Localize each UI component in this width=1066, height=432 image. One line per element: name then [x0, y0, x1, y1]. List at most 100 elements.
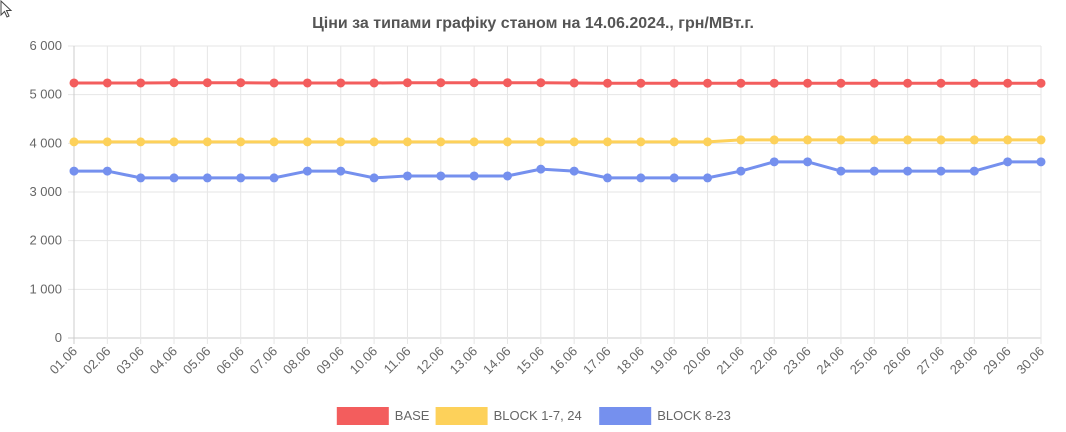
data-point[interactable] — [436, 171, 446, 181]
data-point[interactable] — [469, 171, 479, 181]
data-point[interactable] — [69, 78, 79, 88]
data-point[interactable] — [202, 137, 212, 147]
legend-label: BLOCK 1-7, 24 — [494, 408, 582, 423]
series-block-8-23 — [69, 157, 1046, 183]
data-point[interactable] — [402, 137, 412, 147]
data-point[interactable] — [736, 135, 746, 145]
data-point[interactable] — [369, 173, 379, 183]
data-point[interactable] — [636, 137, 646, 147]
data-point[interactable] — [736, 78, 746, 88]
data-point[interactable] — [102, 166, 112, 176]
data-point[interactable] — [169, 78, 179, 88]
data-point[interactable] — [969, 78, 979, 88]
data-point[interactable] — [703, 173, 713, 183]
data-point[interactable] — [369, 137, 379, 147]
data-point[interactable] — [569, 137, 579, 147]
data-point[interactable] — [736, 166, 746, 176]
data-point[interactable] — [569, 166, 579, 176]
data-point[interactable] — [803, 78, 813, 88]
data-point[interactable] — [469, 78, 479, 88]
data-point[interactable] — [536, 78, 546, 88]
data-point[interactable] — [803, 157, 813, 167]
data-point[interactable] — [302, 166, 312, 176]
data-point[interactable] — [502, 137, 512, 147]
data-point[interactable] — [903, 135, 913, 145]
data-point[interactable] — [69, 166, 79, 176]
data-point[interactable] — [636, 78, 646, 88]
data-point[interactable] — [769, 78, 779, 88]
data-point[interactable] — [202, 173, 212, 183]
data-point[interactable] — [69, 137, 79, 147]
data-point[interactable] — [903, 166, 913, 176]
data-point[interactable] — [102, 78, 112, 88]
data-point[interactable] — [336, 78, 346, 88]
data-point[interactable] — [336, 137, 346, 147]
data-point[interactable] — [436, 78, 446, 88]
data-point[interactable] — [703, 78, 713, 88]
legend-item[interactable]: BLOCK 8-23 — [599, 407, 731, 425]
data-point[interactable] — [302, 137, 312, 147]
data-point[interactable] — [836, 166, 846, 176]
data-point[interactable] — [169, 173, 179, 183]
data-point[interactable] — [1036, 157, 1046, 167]
x-tick-label: 26.06 — [880, 344, 914, 378]
data-point[interactable] — [236, 173, 246, 183]
data-point[interactable] — [536, 137, 546, 147]
data-point[interactable] — [502, 171, 512, 181]
data-point[interactable] — [603, 137, 613, 147]
data-point[interactable] — [1036, 135, 1046, 145]
data-point[interactable] — [669, 173, 679, 183]
y-tick-label: 5 000 — [29, 87, 62, 102]
data-point[interactable] — [969, 135, 979, 145]
data-point[interactable] — [269, 78, 279, 88]
data-point[interactable] — [803, 135, 813, 145]
data-point[interactable] — [1036, 78, 1046, 88]
data-point[interactable] — [936, 166, 946, 176]
x-tick-label: 14.06 — [480, 344, 514, 378]
data-point[interactable] — [569, 78, 579, 88]
data-point[interactable] — [202, 78, 212, 88]
data-point[interactable] — [102, 137, 112, 147]
data-point[interactable] — [669, 137, 679, 147]
data-point[interactable] — [836, 78, 846, 88]
legend-item[interactable]: BASE — [336, 407, 430, 425]
legend-swatch — [336, 407, 389, 425]
data-point[interactable] — [269, 137, 279, 147]
data-point[interactable] — [903, 78, 913, 88]
data-point[interactable] — [169, 137, 179, 147]
data-point[interactable] — [769, 135, 779, 145]
data-point[interactable] — [936, 135, 946, 145]
data-point[interactable] — [869, 166, 879, 176]
data-point[interactable] — [769, 157, 779, 167]
data-point[interactable] — [436, 137, 446, 147]
data-point[interactable] — [969, 166, 979, 176]
data-point[interactable] — [536, 164, 546, 174]
data-point[interactable] — [502, 78, 512, 88]
data-point[interactable] — [136, 78, 146, 88]
data-point[interactable] — [469, 137, 479, 147]
data-point[interactable] — [869, 78, 879, 88]
data-point[interactable] — [1003, 157, 1013, 167]
data-point[interactable] — [269, 173, 279, 183]
data-point[interactable] — [603, 78, 613, 88]
data-point[interactable] — [136, 173, 146, 183]
data-point[interactable] — [603, 173, 613, 183]
data-point[interactable] — [636, 173, 646, 183]
data-point[interactable] — [136, 137, 146, 147]
data-point[interactable] — [302, 78, 312, 88]
data-point[interactable] — [936, 78, 946, 88]
x-tick-label: 03.06 — [113, 344, 147, 378]
data-point[interactable] — [836, 135, 846, 145]
data-point[interactable] — [402, 78, 412, 88]
data-point[interactable] — [669, 78, 679, 88]
data-point[interactable] — [369, 78, 379, 88]
data-point[interactable] — [703, 137, 713, 147]
data-point[interactable] — [336, 166, 346, 176]
data-point[interactable] — [1003, 78, 1013, 88]
data-point[interactable] — [236, 137, 246, 147]
data-point[interactable] — [402, 171, 412, 181]
legend-item[interactable]: BLOCK 1-7, 24 — [435, 407, 582, 425]
data-point[interactable] — [1003, 135, 1013, 145]
data-point[interactable] — [236, 78, 246, 88]
data-point[interactable] — [869, 135, 879, 145]
